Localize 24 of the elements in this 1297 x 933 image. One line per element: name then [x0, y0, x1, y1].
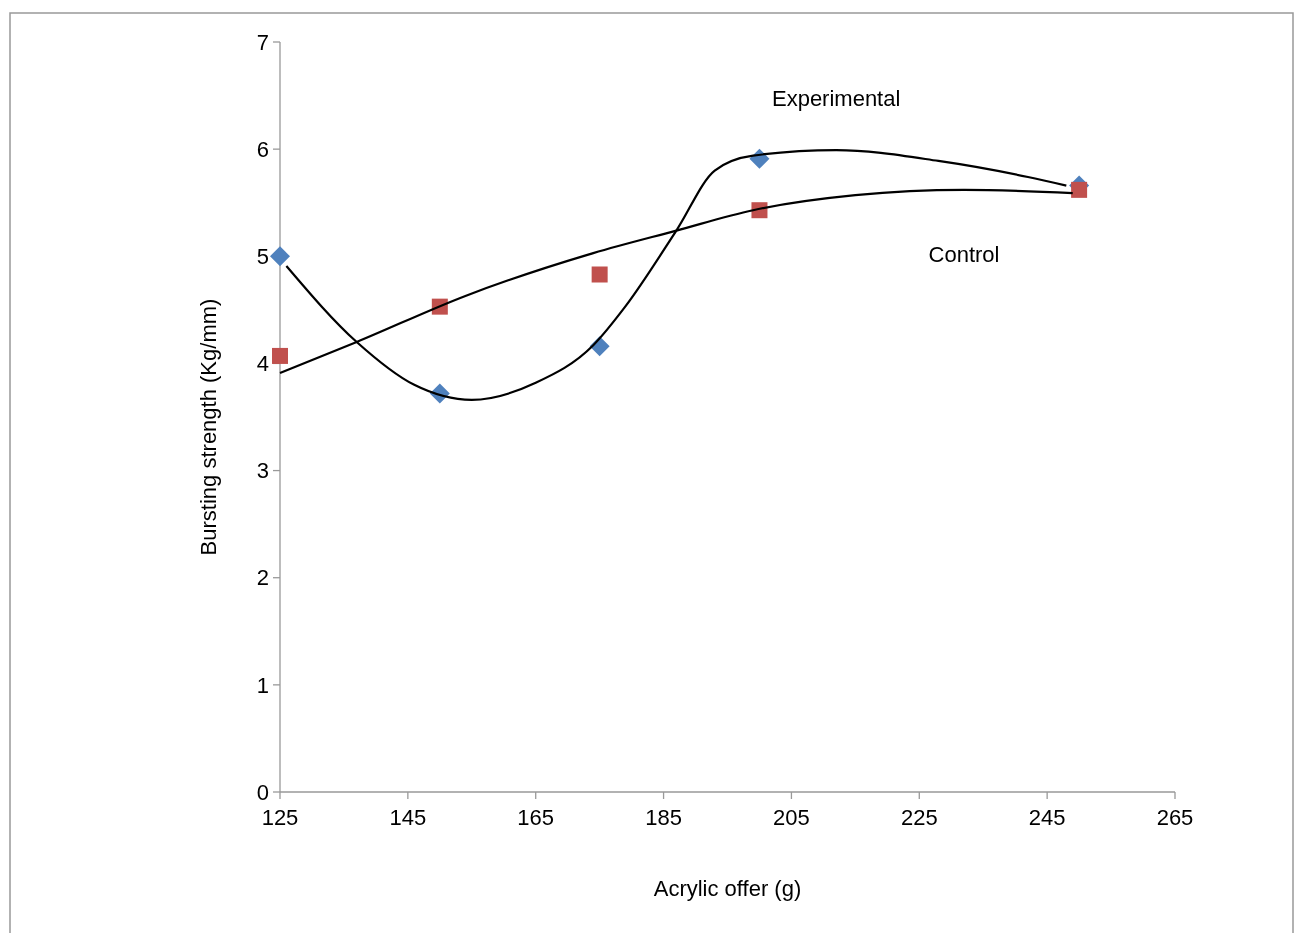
x-axis-title: Acrylic offer (g) — [653, 876, 802, 901]
point — [270, 246, 290, 267]
point — [272, 347, 288, 364]
y-tick-label: 3 — [256, 458, 269, 484]
y-tick-label: 7 — [256, 29, 269, 55]
x-tick-label: 145 — [389, 805, 427, 830]
x-tick-label: 185 — [645, 805, 682, 830]
y-axis-title: Bursting strength (Kg/mm) — [196, 298, 221, 556]
point — [591, 266, 608, 283]
y-tick-label: 0 — [256, 779, 269, 805]
text: Control — [928, 241, 1000, 267]
x-tick-label: 205 — [773, 805, 810, 830]
y-tick-label: 1 — [256, 672, 269, 698]
series-label: Experimental — [771, 86, 901, 112]
x-tick-label: 265 — [1156, 805, 1194, 830]
y-tick-label: 4 — [256, 351, 269, 377]
x-tick-label: 245 — [1028, 805, 1066, 830]
y-tick-label: 6 — [256, 136, 269, 162]
x-tick-label: 225 — [900, 805, 938, 830]
x-tick-label: 165 — [517, 805, 555, 830]
x-tick-label: 125 — [261, 805, 299, 830]
y-tick-label: 5 — [256, 243, 269, 269]
y-tick-label: 2 — [256, 565, 269, 591]
point — [1071, 181, 1088, 198]
